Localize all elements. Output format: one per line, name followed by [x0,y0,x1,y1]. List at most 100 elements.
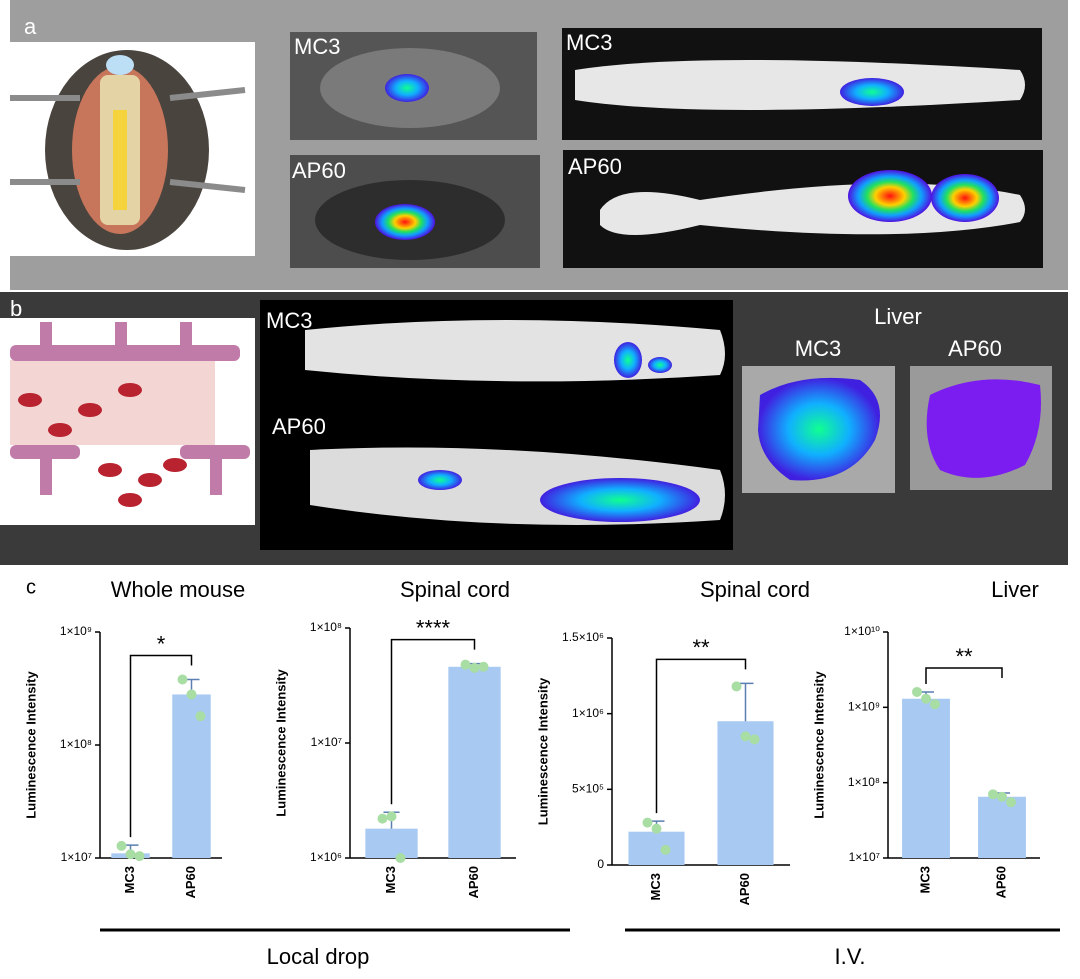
image-label: AP60 [568,154,622,179]
skull [106,55,134,75]
vessel [10,360,215,445]
image-label: AP60 [272,414,326,439]
signal [614,342,642,378]
y-tick-label: 1×10⁹ [60,624,92,638]
significance-label: ** [692,635,710,660]
data-point [395,853,406,863]
data-point [749,734,760,745]
chart-title: Liver [991,577,1039,602]
y-tick-label: 1×10⁷ [849,850,880,864]
significance-label: * [157,631,166,656]
blood-cells [18,383,187,507]
signal [648,357,672,373]
data-point [651,823,662,834]
significance-label: **** [416,615,451,640]
y-tick-label: 1×10⁷ [311,735,342,749]
signal [758,377,880,481]
data-point [195,711,206,722]
image-label: AP60 [948,336,1002,361]
data-point [116,840,127,851]
data-point [912,686,922,697]
bar [978,796,1026,858]
signal [385,74,429,102]
x-tick-label: AP60 [466,866,481,899]
data-point [997,791,1007,802]
data-point [930,699,940,710]
y-tick-label: 1×10⁶ [310,850,342,864]
data-point [186,689,197,700]
y-tick-label: 1×10⁶ [572,706,604,720]
y-tick-label: 5×10⁵ [572,782,604,796]
bar [172,694,211,858]
signal [931,174,999,222]
y-tick-label: 1×10⁸ [310,620,342,634]
data-point [177,674,188,685]
x-tick-label: AP60 [737,873,752,906]
y-tick-label: 1.5×10⁶ [562,630,604,644]
spinal-cord [575,60,1025,110]
data-point [386,811,397,822]
pericytes [10,322,250,495]
x-tick-label: MC3 [917,866,932,893]
y-tick-label: 0 [597,857,604,871]
bar [448,666,501,858]
image-label: Liver [874,304,922,329]
data-point [1006,797,1016,808]
y-tick-label: 1×10⁸ [60,737,92,751]
image-label: MC3 [266,308,312,333]
cord [113,110,127,210]
panel-label: b [10,296,22,321]
y-axis-label: Luminescence Intensity [23,671,38,819]
x-tick-label: MC3 [383,866,398,893]
data-point [988,789,998,800]
significance-bracket [655,658,747,814]
y-axis-label: Luminescence Intensity [273,669,288,817]
data-point [660,844,671,855]
bar [902,698,950,858]
y-axis-label: Luminescence Intensity [535,677,550,825]
y-tick-label: 1×10⁷ [61,850,92,864]
x-tick-label: MC3 [122,866,137,893]
data-point [377,813,388,824]
data-point [478,661,489,672]
image-label: MC3 [294,34,340,59]
significance-label: ** [955,644,973,669]
y-axis-label: Luminescence Intensity [811,671,826,819]
image-label: AP60 [292,158,346,183]
chart-title: Spinal cord [400,577,510,602]
data-point [921,693,931,704]
data-point [460,659,471,670]
retractors [10,87,246,193]
significance-bracket [925,667,1003,684]
significance-bracket [390,638,476,805]
panel-label: c [26,576,36,598]
data-point [125,849,136,860]
bar [628,831,685,865]
significance-bracket [129,654,193,838]
y-tick-label: 1×10¹⁰ [844,624,880,638]
data-point [469,662,480,673]
bar [365,828,418,858]
data-point [642,817,653,828]
signal [926,379,1041,478]
panel-label: a [24,14,37,39]
signal [418,470,462,490]
group-label: I.V. [835,944,866,969]
y-tick-label: 1×10⁸ [848,775,880,789]
x-tick-label: MC3 [648,873,663,900]
bar [717,721,774,865]
signal [848,170,932,222]
signal [540,478,700,522]
x-tick-label: AP60 [183,866,198,899]
signal [840,78,904,106]
signal [375,204,435,240]
data-point [134,851,145,862]
chart-title: Whole mouse [111,577,246,602]
chart-title: Spinal cord [700,577,810,602]
group-label: Local drop [267,944,370,969]
data-point [740,731,751,742]
image-label: MC3 [566,30,612,55]
image-label: MC3 [795,336,841,361]
x-tick-label: AP60 [993,866,1008,899]
